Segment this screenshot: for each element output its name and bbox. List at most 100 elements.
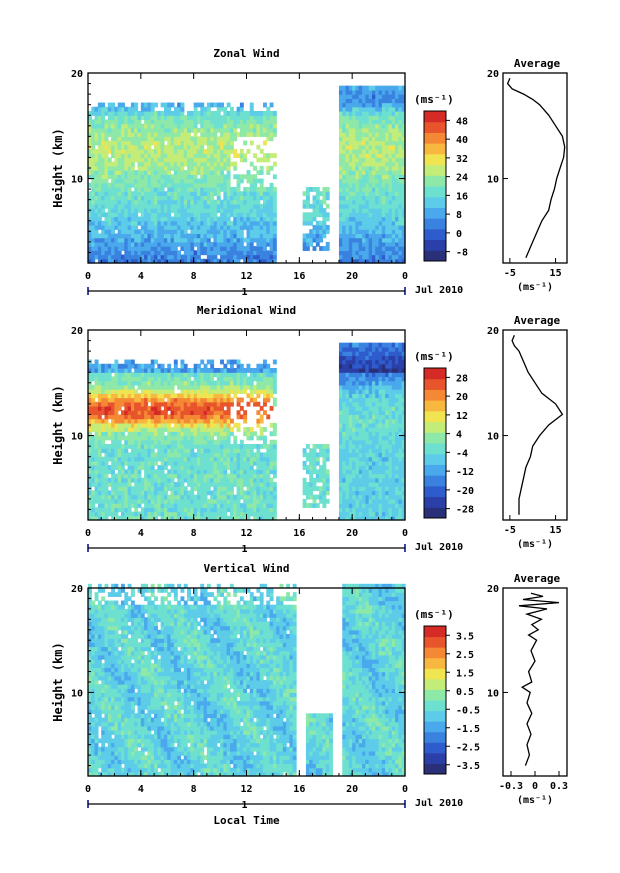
heatmap-cell (226, 460, 231, 466)
heatmap-cell (147, 123, 152, 129)
heatmap-cell (127, 132, 132, 137)
heatmap-cell (200, 477, 205, 483)
heatmap-cell (206, 157, 211, 163)
heatmap-cell (368, 216, 373, 222)
heatmap-cell (124, 144, 129, 150)
heatmap-cell (249, 237, 254, 243)
heatmap-cell (233, 511, 238, 517)
heatmap-cell (391, 89, 396, 95)
heatmap-cell (206, 199, 211, 205)
heatmap-cell (322, 229, 327, 235)
heatmap-cell (309, 212, 314, 218)
heatmap-cell (167, 136, 172, 142)
heatmap-cell (315, 203, 320, 209)
heatmap-cell (203, 439, 208, 445)
heatmap-cell (124, 140, 129, 146)
heatmap-cell (401, 149, 406, 154)
heatmap-cell (352, 203, 357, 209)
heatmap-cell (401, 195, 406, 201)
heatmap-cell (107, 258, 112, 264)
heatmap-cell (345, 250, 350, 256)
heatmap-cell (206, 469, 211, 475)
heatmap-cell (88, 241, 92, 247)
heatmap-cell (398, 144, 403, 150)
heatmap-cell (167, 208, 172, 213)
heatmap-cell (266, 233, 271, 239)
heatmap-cell (312, 465, 317, 470)
heatmap-cell (246, 233, 251, 239)
heatmap-cell (144, 208, 149, 213)
heatmap-cell (358, 216, 363, 222)
heatmap-cell (348, 140, 353, 146)
heatmap-cell (127, 427, 132, 432)
heatmap-cell (385, 237, 390, 243)
heatmap-cell (358, 89, 363, 95)
heatmap-cell (97, 178, 102, 184)
heatmap-cell (338, 254, 343, 260)
heatmap-cell (121, 237, 125, 243)
heatmap-cell (378, 187, 383, 192)
heatmap-cell (187, 187, 191, 192)
heatmap-cell (266, 123, 271, 129)
heatmap-cell (157, 225, 162, 230)
heatmap-cell (266, 165, 271, 171)
heatmap-cell (362, 208, 366, 213)
heatmap-cell (348, 258, 353, 264)
heatmap-cell (140, 149, 145, 154)
heatmap-cell (272, 494, 277, 500)
heatmap-cell (173, 422, 178, 428)
heatmap-cell (94, 486, 99, 492)
heatmap-cell (246, 250, 251, 256)
heatmap-cell (223, 401, 228, 407)
heatmap-cell (236, 456, 241, 462)
heatmap-cell (226, 414, 231, 420)
heatmap-cell (246, 111, 251, 116)
heatmap-cell (365, 225, 370, 230)
heatmap-cell (187, 220, 191, 226)
heatmap-cell (375, 191, 380, 197)
heatmap-cell (203, 220, 208, 226)
heatmap-cell (94, 469, 99, 475)
heatmap-cell (272, 220, 277, 226)
heatmap-cell (144, 477, 149, 483)
heatmap-cell (117, 127, 122, 133)
heatmap-cell (266, 384, 271, 390)
heatmap-cell (101, 494, 106, 500)
heatmap-cell (160, 254, 165, 260)
heatmap-cell (249, 191, 254, 197)
heatmap-cell (163, 473, 168, 479)
heatmap-cell (111, 127, 116, 133)
heatmap-cell (200, 410, 205, 416)
heatmap-cell (216, 507, 221, 513)
heatmap-cell (150, 393, 155, 399)
heatmap-cell (167, 187, 172, 192)
heatmap-cell (200, 123, 205, 129)
heatmap-cell (104, 258, 109, 264)
heatmap-cell (111, 465, 116, 470)
heatmap-cell (206, 498, 211, 504)
heatmap-cell (220, 490, 224, 496)
heatmap-cell (134, 431, 139, 437)
heatmap-cell (183, 422, 188, 428)
heatmap-cell (160, 465, 165, 470)
heatmap-cell (147, 237, 152, 243)
heatmap-cell (266, 414, 271, 420)
heatmap-cell (375, 174, 380, 180)
heatmap-cell (378, 233, 383, 239)
heatmap-cell (163, 372, 168, 378)
heatmap-cell (121, 102, 125, 108)
heatmap-cell (187, 140, 191, 146)
heatmap-cell (154, 406, 158, 411)
heatmap-cell (173, 448, 178, 454)
heatmap-cell (111, 393, 116, 399)
heatmap-cell (183, 250, 188, 256)
heatmap-cell (147, 254, 152, 260)
heatmap-cell (381, 216, 386, 222)
heatmap-cell (213, 372, 218, 378)
heatmap-cell (256, 191, 261, 197)
heatmap-cell (177, 511, 182, 517)
heatmap-cell (94, 431, 99, 437)
heatmap-cell (187, 144, 191, 150)
heatmap-cell (88, 372, 92, 378)
heatmap-cell (263, 397, 267, 403)
